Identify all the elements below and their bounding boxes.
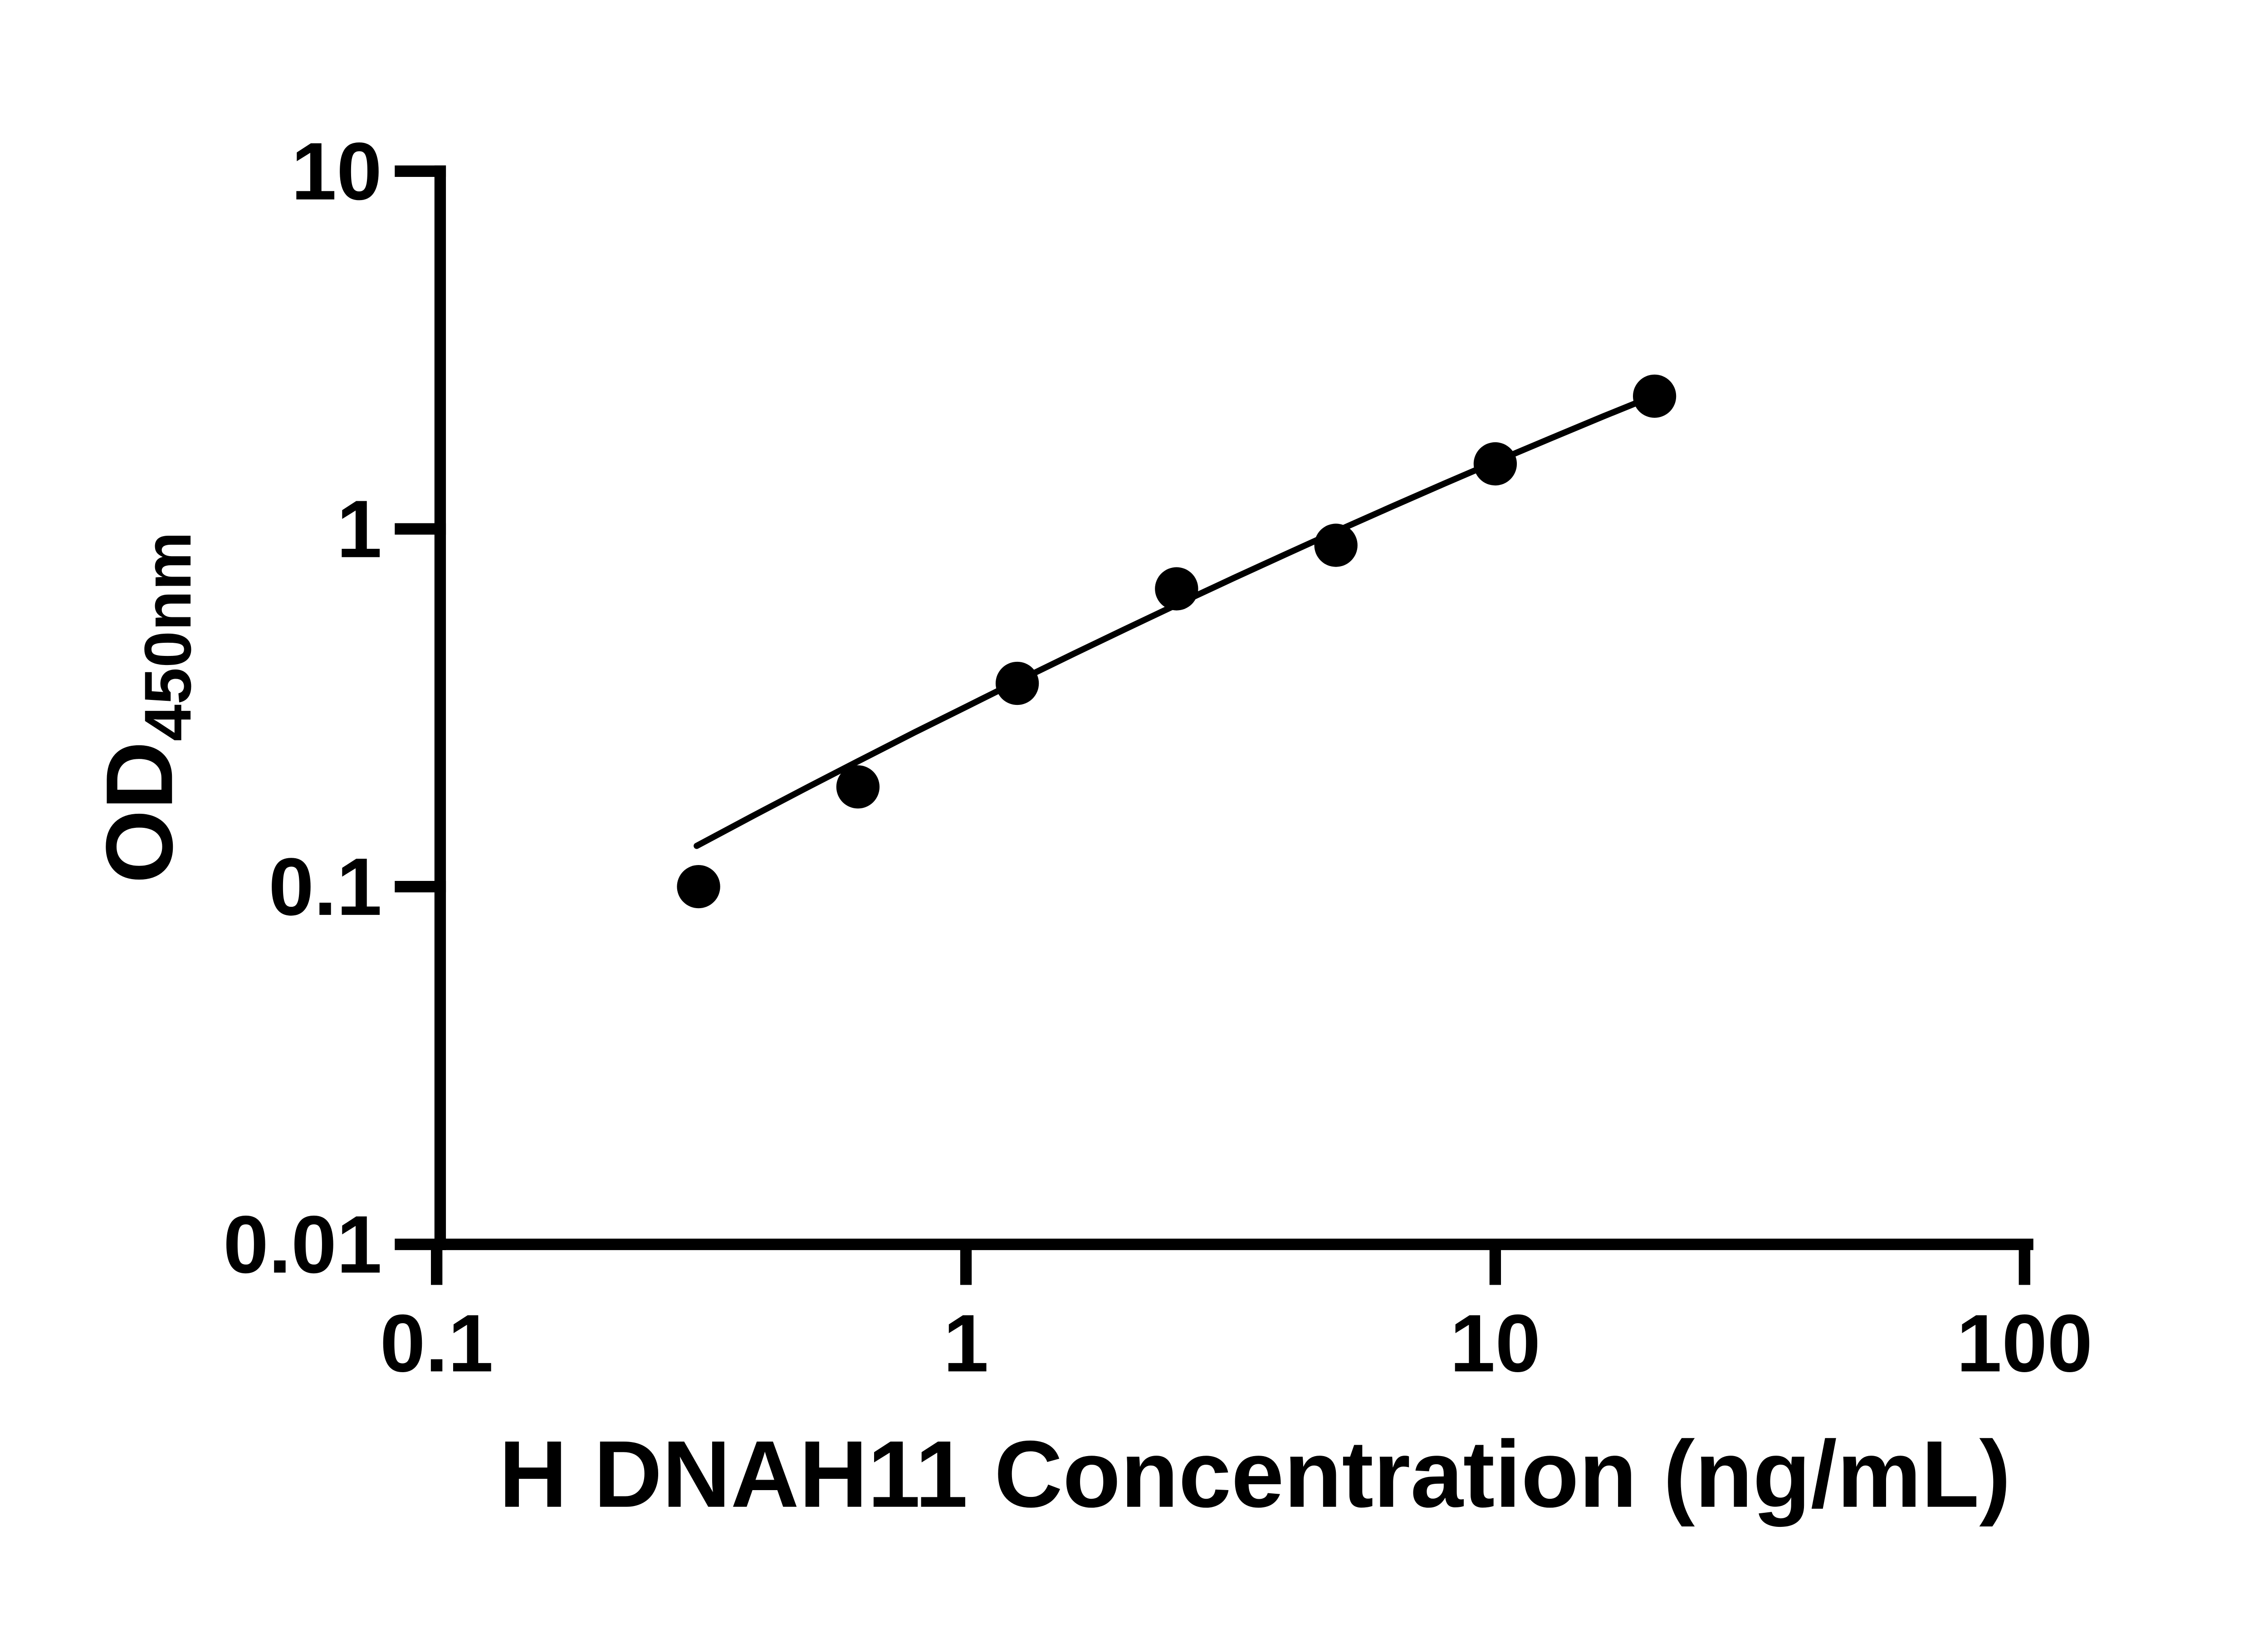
x-axis-ticks: 0.1 1 10 100: [380, 1244, 2092, 1389]
x-tick-label: 100: [1956, 1298, 2092, 1389]
data-point-marker: [836, 765, 880, 809]
x-tick-label: 1: [943, 1298, 988, 1389]
y-tick-label: 10: [291, 126, 382, 217]
data-point-marker: [1314, 523, 1358, 567]
y-axis-title-main: OD: [87, 741, 192, 884]
y-tick-label: 1: [337, 484, 382, 575]
x-axis-title: H DNAH11 Concentration (ng/mL): [499, 1422, 2011, 1527]
chart-background: [0, 22, 2268, 1611]
data-point-marker: [1633, 374, 1677, 418]
data-points-group: [677, 374, 1677, 909]
y-axis-title: OD450nm: [87, 532, 205, 884]
y-tick-label: 0.1: [269, 841, 382, 933]
y-axis-ticks: 10 1 0.1 0.01: [223, 126, 446, 1290]
data-point-marker: [677, 865, 720, 909]
y-tick-label: 0.01: [223, 1199, 382, 1290]
x-tick-label: 0.1: [380, 1298, 494, 1389]
y-axis-title-subscript: 450nm: [131, 532, 205, 741]
x-tick-label: 10: [1450, 1298, 1540, 1389]
data-point-marker: [995, 661, 1039, 705]
data-point-marker: [1155, 567, 1198, 611]
data-point-marker: [1473, 442, 1517, 486]
